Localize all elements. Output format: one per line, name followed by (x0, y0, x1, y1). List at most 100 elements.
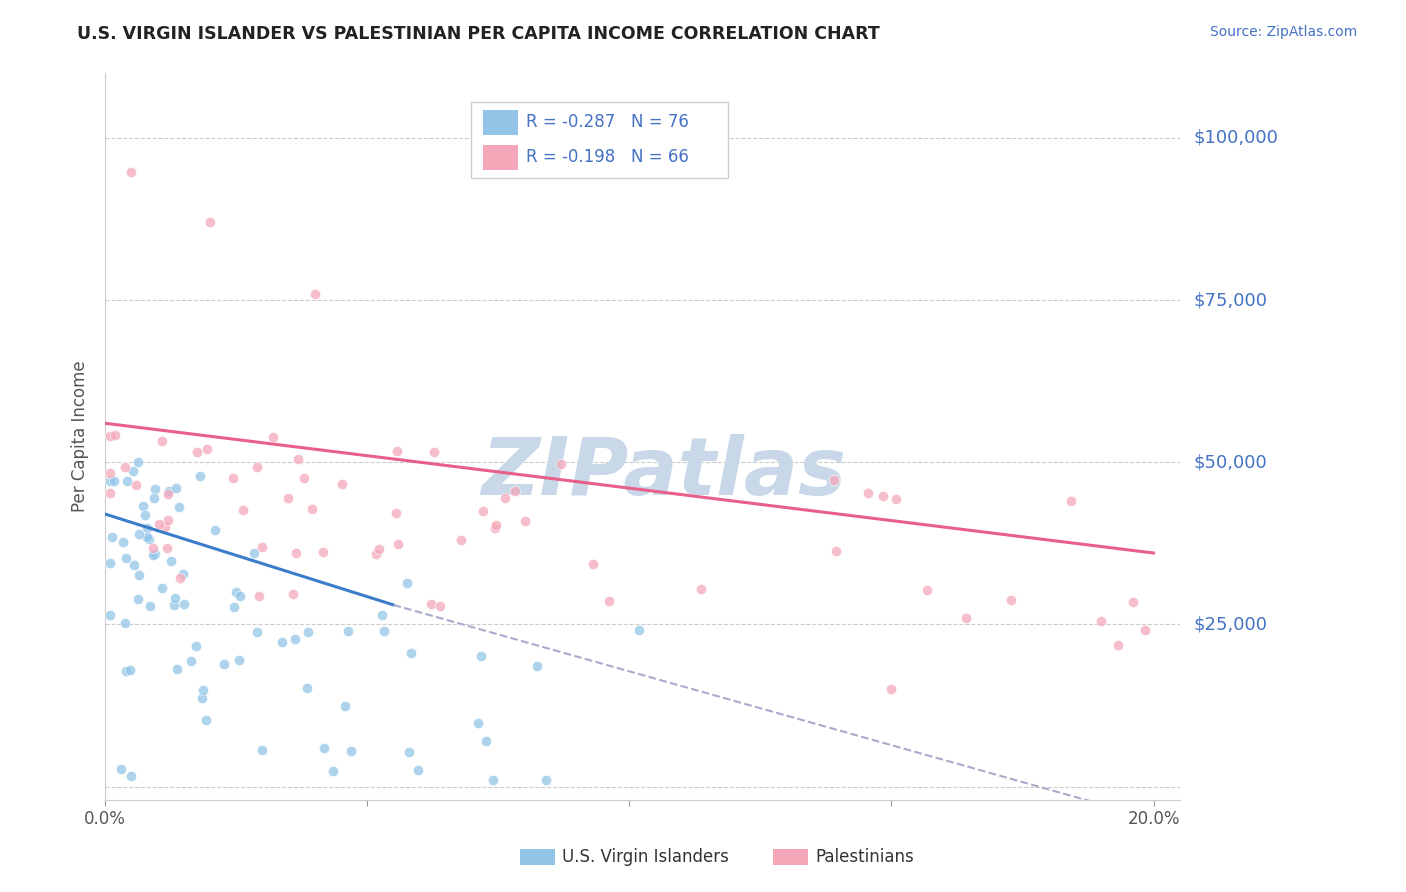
Point (103, 474, 125, 488)
Point (225, 585, 247, 599)
Point (124, 478, 146, 492)
Point (283, 587, 305, 601)
Point (884, 491, 907, 506)
Point (169, 571, 191, 585)
Point (598, 594, 620, 608)
Point (242, 546, 264, 560)
Text: R = -0.287   N = 76: R = -0.287 N = 76 (526, 113, 689, 131)
Text: R = -0.198   N = 66: R = -0.198 N = 66 (526, 148, 689, 166)
Point (142, 541, 165, 555)
Point (270, 635, 292, 649)
Point (128, 567, 150, 582)
Point (114, 459, 136, 474)
Point (115, 551, 138, 566)
Point (186, 640, 208, 654)
Point (503, 484, 526, 499)
Point (368, 541, 391, 556)
Point (157, 483, 180, 498)
Point (401, 647, 423, 661)
Text: ZIPatlas: ZIPatlas (481, 434, 846, 512)
Point (124, 558, 146, 572)
Point (1060, 493, 1083, 508)
Point (150, 581, 173, 595)
Text: $100,000: $100,000 (1194, 128, 1278, 147)
Point (322, 764, 344, 779)
Point (120, 165, 142, 179)
Point (190, 469, 212, 483)
Point (526, 659, 548, 673)
Point (825, 544, 848, 558)
Point (148, 517, 170, 532)
Point (127, 592, 149, 607)
Point (475, 733, 498, 747)
FancyBboxPatch shape (471, 102, 728, 178)
Point (292, 471, 315, 485)
Point (295, 681, 318, 695)
Point (156, 541, 179, 555)
Point (165, 591, 187, 605)
Point (173, 597, 195, 611)
Point (915, 582, 938, 597)
Point (186, 445, 208, 459)
Point (482, 773, 505, 788)
Point (160, 554, 183, 568)
Point (330, 477, 353, 491)
Point (114, 616, 136, 631)
Point (250, 541, 273, 555)
Point (157, 487, 180, 501)
Point (180, 655, 202, 669)
Point (419, 597, 441, 611)
Point (134, 508, 156, 523)
Point (333, 699, 356, 714)
Point (228, 589, 250, 603)
Point (550, 457, 572, 471)
Point (385, 506, 408, 520)
Point (823, 473, 845, 487)
Point (485, 518, 508, 533)
Point (1090, 614, 1112, 628)
Point (232, 503, 254, 517)
Text: Source: ZipAtlas.com: Source: ZipAtlas.com (1209, 25, 1357, 39)
Point (285, 546, 308, 560)
Point (1133, 624, 1156, 638)
Point (100, 429, 122, 443)
Point (955, 611, 977, 625)
Point (167, 500, 190, 515)
Point (856, 486, 879, 500)
Text: $25,000: $25,000 (1194, 615, 1268, 633)
Point (246, 459, 269, 474)
Point (204, 524, 226, 538)
Point (422, 445, 444, 459)
Point (143, 482, 166, 496)
Text: U.S. Virgin Islanders: U.S. Virgin Islanders (562, 848, 730, 866)
Point (246, 625, 269, 640)
Point (191, 690, 214, 705)
Point (162, 599, 184, 613)
Point (337, 624, 360, 638)
Point (395, 575, 418, 590)
Point (118, 663, 141, 677)
Point (122, 464, 145, 478)
Point (534, 773, 557, 788)
Point (301, 502, 323, 516)
Point (304, 286, 326, 301)
Point (1122, 595, 1144, 609)
Point (110, 762, 132, 776)
Point (100, 607, 122, 622)
Point (136, 521, 159, 535)
Point (101, 530, 124, 544)
Point (120, 769, 142, 783)
Point (155, 520, 177, 534)
Text: $75,000: $75,000 (1194, 291, 1268, 309)
Point (690, 582, 713, 596)
Point (128, 527, 150, 541)
Point (513, 514, 536, 528)
FancyBboxPatch shape (484, 110, 517, 135)
Point (222, 470, 245, 484)
Point (228, 652, 250, 666)
Point (247, 589, 270, 603)
Point (152, 434, 174, 449)
Point (172, 566, 194, 581)
Point (340, 744, 363, 758)
Point (297, 624, 319, 639)
